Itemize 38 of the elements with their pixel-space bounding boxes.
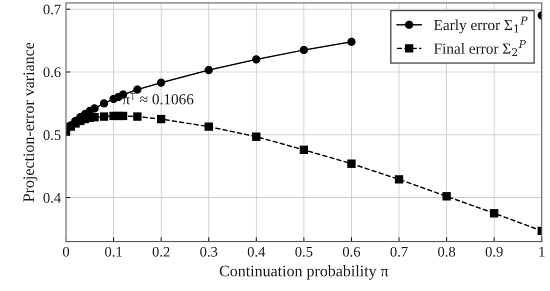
point [300, 46, 308, 54]
point [394, 175, 404, 184]
x-tick-label: 0 [62, 246, 70, 257]
x-tick-label: 0.3 [200, 246, 218, 257]
x-tick-label: 0.8 [438, 246, 456, 257]
point [300, 146, 308, 154]
point [347, 159, 356, 168]
annotation: π$^{†}$ ≈ 0.1066 [122, 90, 194, 104]
point [156, 114, 166, 124]
point [156, 78, 166, 87]
point [347, 38, 356, 46]
y-tick-label: 0.4 [43, 192, 61, 203]
point [204, 122, 213, 131]
y-axis-title: Projection-error variance [23, 42, 38, 202]
y-tick-label: 0.7 [43, 4, 61, 14]
x-tick-label: 0.7 [390, 246, 408, 257]
legend-label: Early error Σ$_{1}$$^{P}$ [434, 16, 528, 34]
x-tick-label: 1 [539, 246, 545, 257]
point [490, 209, 498, 218]
point [118, 112, 128, 120]
point [90, 104, 99, 113]
point [442, 192, 451, 200]
y-tick-label: 0.6 [43, 67, 61, 78]
point [133, 112, 142, 121]
x-tick-label: 0.5 [295, 246, 312, 257]
x-tick-label: 0.4 [248, 246, 266, 257]
x-tick-label: 0.1 [105, 246, 122, 257]
point [100, 99, 108, 108]
legend-label: Final error Σ$_{2}$$^{P}$ [434, 40, 526, 56]
y-tick-label: 0.5 [43, 130, 61, 140]
point [100, 112, 108, 121]
point [252, 55, 260, 64]
x-axis-title: Continuation probability π [220, 265, 388, 280]
x-tick-label: 0.6 [342, 246, 360, 257]
point [204, 66, 213, 74]
point [252, 132, 260, 141]
x-tick-label: 0.9 [486, 246, 503, 257]
x-tick-label: 0.2 [152, 246, 170, 257]
